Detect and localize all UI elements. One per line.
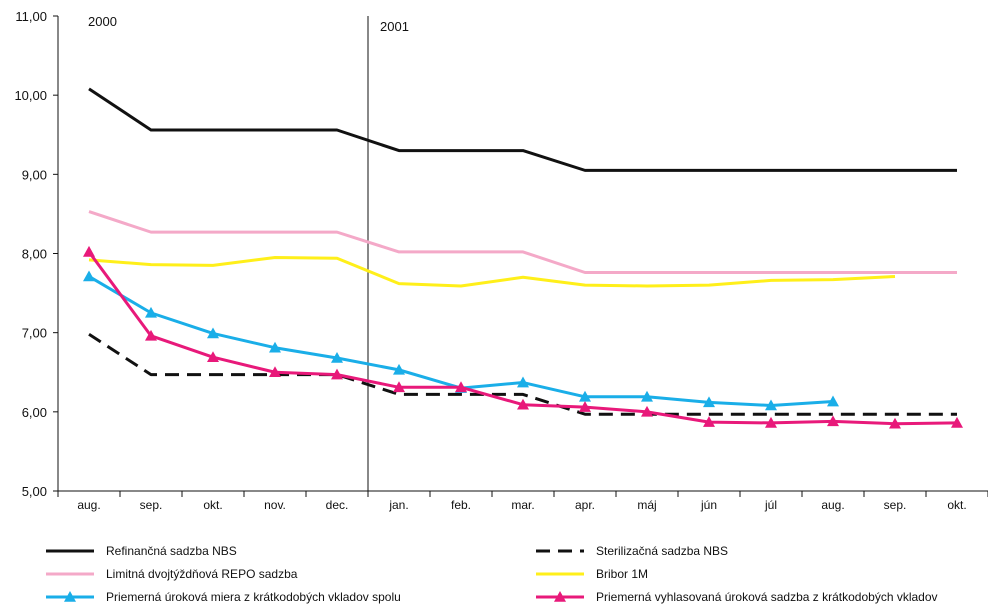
- series-point-marker: [393, 381, 405, 393]
- series-point-marker: [703, 396, 715, 408]
- legend-item: Priemerná vyhlasovaná úroková sadzba z k…: [536, 590, 938, 604]
- y-tick-label: 6,00: [22, 405, 47, 420]
- x-tick-label: dec.: [326, 498, 349, 512]
- legend-label: Priemerná vyhlasovaná úroková sadzba z k…: [596, 590, 938, 604]
- y-tick-label: 7,00: [22, 326, 47, 341]
- x-tick-label: sep.: [884, 498, 907, 512]
- series-point-marker: [83, 270, 95, 282]
- series-4: [88, 255, 896, 288]
- series-point-marker: [765, 399, 777, 411]
- series-point-marker: [579, 390, 591, 402]
- legend-item: Refinančná sadzba NBS: [46, 544, 237, 558]
- series-3: [88, 210, 957, 274]
- series-point-marker: [827, 395, 839, 407]
- y-tick-label: 8,00: [22, 247, 47, 262]
- x-tick-label: júl: [764, 498, 777, 512]
- legend-label: Priemerná úroková miera z krátkodobých v…: [106, 590, 401, 604]
- y-tick-label: 5,00: [22, 484, 47, 499]
- series-point-marker: [951, 416, 963, 428]
- series-6: [83, 245, 963, 429]
- x-tick-label: aug.: [77, 498, 100, 512]
- series-point-marker: [517, 398, 529, 410]
- x-tick-label: feb.: [451, 498, 471, 512]
- series-point-marker: [393, 363, 405, 375]
- series-point-marker: [579, 401, 591, 412]
- y-tick-label: 9,00: [22, 167, 47, 182]
- legend-label: Bribor 1M: [596, 567, 648, 581]
- legend-label: Refinančná sadzba NBS: [106, 544, 237, 558]
- y-tick-label: 10,00: [14, 88, 47, 103]
- legend: Refinančná sadzba NBS Sterilizačná sadzba…: [46, 544, 938, 604]
- x-tick-label: mar.: [511, 498, 534, 512]
- legend-label: Sterilizačná sadzba NBS: [596, 544, 728, 558]
- series-line: [88, 87, 957, 172]
- series-point-marker: [83, 245, 95, 257]
- series-point-marker: [145, 306, 157, 318]
- series-1: [88, 87, 957, 172]
- series-point-marker: [207, 351, 219, 363]
- x-tick-label: apr.: [575, 498, 595, 512]
- series-point-marker: [641, 390, 653, 402]
- x-tick-label: jan.: [388, 498, 408, 512]
- x-tick-label: sep.: [140, 498, 163, 512]
- x-tick-label: nov.: [264, 498, 286, 512]
- legend-marker: [554, 591, 566, 602]
- year-label-2000: 2000: [88, 14, 117, 29]
- x-tick-label: jún: [700, 498, 717, 512]
- year-label-2001: 2001: [380, 19, 409, 34]
- legend-marker: [64, 591, 76, 602]
- series-point-marker: [207, 327, 219, 339]
- series-point-marker: [269, 341, 281, 353]
- x-tick-label: máj: [637, 498, 656, 512]
- legend-item: Sterilizačná sadzba NBS: [536, 544, 728, 558]
- legend-label: Limitná dvojtýždňová REPO sadzba: [106, 567, 298, 581]
- series-line: [88, 210, 957, 274]
- series-line: [88, 255, 896, 288]
- series-point-marker: [145, 329, 157, 341]
- y-tick-label: 11,00: [15, 9, 47, 24]
- legend-item: Limitná dvojtýždňová REPO sadzba: [46, 567, 298, 581]
- series-line: [88, 332, 957, 416]
- series-point-marker: [455, 381, 467, 393]
- x-tick-label: okt.: [947, 498, 966, 512]
- series-point-marker: [641, 405, 653, 417]
- series-point-marker: [331, 352, 343, 363]
- x-tick-label: aug.: [821, 498, 844, 512]
- series-point-marker: [331, 368, 343, 380]
- series-point-marker: [827, 415, 839, 427]
- legend-item: Bribor 1M: [536, 567, 648, 581]
- series-point-marker: [889, 417, 901, 429]
- series-point-marker: [269, 366, 281, 378]
- x-tick-label: okt.: [203, 498, 222, 512]
- series-point-marker: [517, 376, 529, 388]
- series-point-marker: [765, 416, 777, 428]
- series-2: [88, 332, 957, 416]
- series-point-marker: [703, 416, 715, 427]
- legend-item: Priemerná úroková miera z krátkodobých v…: [46, 590, 401, 604]
- plot-area: 5,00 6,00 7,00 8,00 9,00 10,00 11,00 aug. sep. ok…: [14, 9, 988, 512]
